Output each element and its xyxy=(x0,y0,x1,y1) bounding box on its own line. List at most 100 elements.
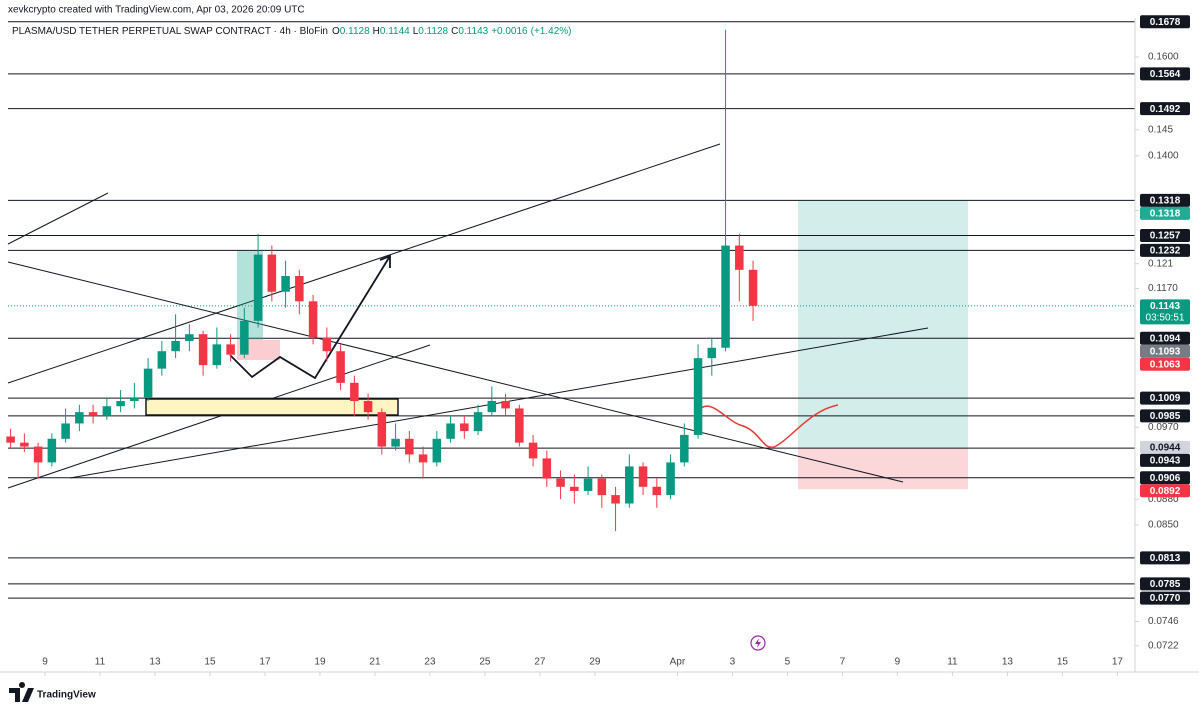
candle-body xyxy=(611,495,620,504)
candle-body xyxy=(528,442,538,459)
brand-logo xyxy=(9,682,34,702)
price-label: 0.0785 xyxy=(1150,579,1181,590)
price-label: 0.0985 xyxy=(1150,411,1181,422)
price-label: 0.1009 xyxy=(1150,393,1181,404)
price-label: 0.1093 xyxy=(1150,346,1181,357)
candle-body xyxy=(61,423,70,439)
x-tick-label: 27 xyxy=(534,657,546,668)
zone-box xyxy=(145,398,399,416)
candle-body xyxy=(501,401,510,409)
candle-body xyxy=(171,340,180,352)
candle-body xyxy=(130,397,139,402)
price-label: 0.0813 xyxy=(1150,553,1181,564)
candle-body xyxy=(693,358,703,435)
candle-body xyxy=(432,438,442,463)
candle-body xyxy=(680,434,689,463)
candle-body xyxy=(638,466,648,487)
candle-body xyxy=(570,486,579,491)
candle-body xyxy=(6,436,15,443)
target-zone xyxy=(798,200,968,448)
price-label-box xyxy=(1140,591,1190,605)
countdown: 03:50:51 xyxy=(1146,312,1185,323)
candle-body xyxy=(143,368,153,398)
x-tick-label: 15 xyxy=(204,657,216,668)
trendline xyxy=(7,143,721,384)
x-tick-label: 17 xyxy=(259,657,271,668)
candle-body xyxy=(473,412,483,432)
price-label-box xyxy=(1140,357,1190,371)
candle-body xyxy=(460,423,469,432)
h-label: H xyxy=(373,26,380,37)
price-label-box xyxy=(1140,453,1190,467)
price-label: 0.0892 xyxy=(1150,486,1181,497)
price-label-box xyxy=(1140,206,1190,220)
header: PLASMA/USD TETHER PERPETUAL SWAP CONTRAC… xyxy=(12,26,571,37)
price-label-box xyxy=(1140,577,1190,591)
price-label-box xyxy=(1140,67,1190,81)
l-label: L xyxy=(413,26,419,37)
price-label: 0.1564 xyxy=(1150,69,1181,80)
x-tick-label: Apr xyxy=(670,657,686,668)
candle-body xyxy=(666,462,675,496)
candle-body xyxy=(391,438,400,447)
price-label: 0.1257 xyxy=(1150,231,1181,242)
y-tick-label: 0.1170 xyxy=(1148,283,1178,294)
price-label-box xyxy=(1140,409,1190,423)
price-label: 0.1232 xyxy=(1150,245,1181,256)
y-tick-label: 0.0850 xyxy=(1148,520,1179,531)
credit: xevkcrypto created with TradingView.com,… xyxy=(8,5,305,16)
price-label-box xyxy=(1140,331,1190,345)
price-label: 0.0943 xyxy=(1150,455,1181,466)
price-label-box xyxy=(1140,551,1190,565)
h-value: 0.1144 xyxy=(380,26,410,37)
candle-body xyxy=(707,347,717,359)
candle-body xyxy=(226,344,235,355)
x-tick-label: 23 xyxy=(424,657,436,668)
price-label-box xyxy=(1140,243,1190,257)
event-bolt xyxy=(755,638,761,648)
price-label-box xyxy=(1140,228,1190,242)
x-tick-label: 15 xyxy=(1057,657,1069,668)
candle-body xyxy=(33,446,43,463)
arrow-head xyxy=(379,254,391,268)
y-tick-label: 0.145 xyxy=(1148,124,1173,135)
brand-name: TradingView xyxy=(37,690,96,701)
price-label: 0.1318 xyxy=(1150,209,1181,220)
price-label-box xyxy=(1140,344,1190,358)
candle-body xyxy=(735,245,744,270)
x-tick-label: 25 xyxy=(479,657,491,668)
c-label: C xyxy=(451,26,458,37)
event-icon[interactable] xyxy=(750,635,766,651)
candle-body xyxy=(652,486,662,496)
x-tick-label: 7 xyxy=(840,657,846,668)
candle-body xyxy=(748,269,758,306)
candle-body xyxy=(308,301,318,338)
candle-body xyxy=(363,401,373,413)
y-tick-label: 0.1600 xyxy=(1148,52,1179,63)
price-label-box xyxy=(1140,15,1190,29)
o-label: O xyxy=(332,26,340,37)
x-tick-label: 11 xyxy=(947,657,958,668)
stop-zone xyxy=(798,447,968,490)
x-tick-label: 17 xyxy=(1112,657,1124,668)
candle-body xyxy=(185,334,194,341)
candle-body xyxy=(322,337,332,352)
price-label: 0.0944 xyxy=(1150,442,1181,453)
candle-body xyxy=(597,478,607,496)
candle-body xyxy=(583,478,593,491)
x-tick-label: 19 xyxy=(314,657,326,668)
trendline xyxy=(7,192,109,245)
candle-body xyxy=(88,412,98,416)
x-tick-label: 21 xyxy=(369,657,381,668)
price-label-box xyxy=(1140,102,1190,116)
price-label-box xyxy=(1140,193,1190,207)
candle-body xyxy=(157,351,167,369)
price-label: 0.1492 xyxy=(1150,104,1181,115)
event-circle xyxy=(750,635,766,651)
candle-body xyxy=(198,334,208,366)
l-value: 0.1128 xyxy=(418,26,448,37)
y-tick-label: 0.0880 xyxy=(1148,494,1179,505)
